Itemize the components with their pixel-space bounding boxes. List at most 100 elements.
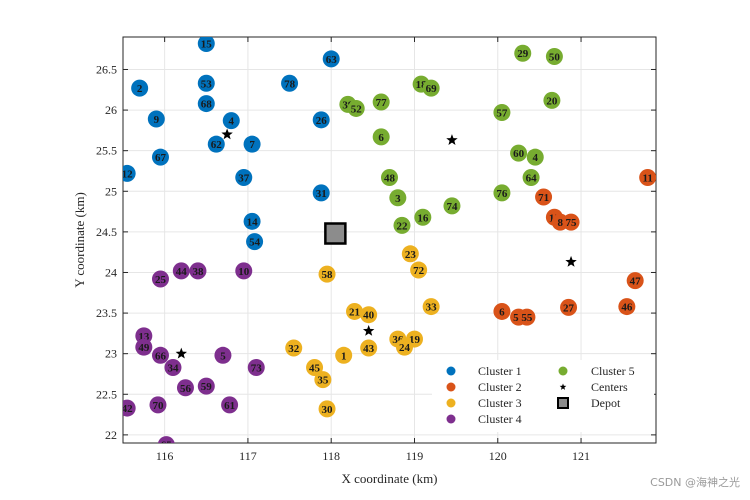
point-label: 31 [316,188,327,200]
point-label: 21 [349,306,360,318]
point-label: 43 [363,343,375,355]
point-label: 48 [384,172,396,184]
point-label: 14 [247,216,259,228]
point-label: 50 [549,51,561,63]
point-marker [422,79,440,97]
point-marker [147,110,165,128]
ticks: 116 117 118 119 120 1212222.52323.52424.52525… [96,37,656,463]
y-tick-label: 22.5 [96,387,117,401]
point-marker [393,216,411,234]
point-marker [346,302,364,320]
data-points: 2155368786394627672612373114541171128754… [122,37,656,443]
point-label: 71 [538,192,549,204]
point-label: 39 [342,99,354,111]
point-marker [360,339,378,357]
point-label: 30 [322,404,334,416]
point-label: 25 [155,274,167,286]
point-marker [414,208,432,226]
point-label: 73 [251,362,263,374]
point-marker [526,148,544,166]
point-marker [618,298,636,316]
legend-box [432,360,654,432]
point-label: 57 [496,108,508,120]
depot-marker [324,222,347,245]
point-marker [314,371,332,389]
point-label: 67 [155,152,167,164]
legend-marker [446,382,456,392]
point-label: 55 [521,312,533,324]
point-label: 75 [566,217,578,229]
point-label: 72 [413,265,425,277]
x-axis-label: X coordinate (km) [341,471,437,486]
legend-label: Cluster 5 [591,364,635,378]
point-marker [135,338,153,356]
point-label: 20 [546,95,558,107]
point-marker [493,104,511,122]
point-marker [149,396,167,414]
point-label: 61 [224,400,235,412]
point-label: 37 [238,172,250,184]
center-marker [221,128,233,140]
point-label: 34 [167,362,179,374]
point-label: 36 [392,334,404,346]
point-marker [401,245,419,263]
point-marker [197,95,215,113]
point-label: 77 [376,97,388,109]
point-label: 44 [176,266,188,278]
center-marker [446,134,458,145]
legend-marker [558,366,568,376]
x-tick-label: 118 [322,449,340,463]
point-marker [389,189,407,207]
y-axis-label: Y coordinate (km) [72,192,87,288]
point-marker [443,197,461,215]
point-label: 53 [201,78,213,90]
point-marker [197,37,215,52]
point-label: 64 [526,172,538,184]
axes-box [122,36,657,444]
point-marker [285,339,303,357]
point-label: 27 [563,302,575,314]
point-marker [312,111,330,129]
y-tick-label: 26.5 [96,62,117,76]
point-label: 76 [496,188,508,200]
point-label: 3 [395,193,401,205]
centers [175,128,577,359]
point-marker [493,184,511,202]
point-label: 8 [557,217,563,229]
x-tick-label: 121 [572,449,590,463]
point-label: 70 [152,400,164,412]
x-tick-label: 120 [489,449,507,463]
y-tick-label: 24.5 [96,225,117,239]
point-marker [381,168,398,186]
point-label: 10 [238,266,250,278]
point-label: 59 [201,381,213,393]
point-label: 4 [229,116,235,128]
point-label: 54 [249,237,261,249]
point-marker [207,135,225,153]
point-marker [510,144,528,162]
point-marker [151,346,169,364]
point-label: 74 [446,201,458,213]
point-marker [189,262,207,280]
series-cluster-1: 2 15 53 68 78 63 9 4 62 7 67 26 12 37 31 14 54 [123,37,340,251]
point-marker [214,346,232,364]
point-label: 56 [180,383,192,395]
point-marker [639,168,656,186]
point-marker [543,91,561,109]
y-tick-label: 22 [105,428,117,442]
point-marker [222,112,240,130]
y-tick-label: 25.5 [96,144,117,158]
point-label: 18 [416,79,428,91]
point-marker [197,74,215,92]
point-marker [197,377,215,395]
point-label: 42 [122,403,134,415]
center-marker [175,347,187,359]
center-marker [565,255,577,267]
x-tick-label: 117 [239,449,257,463]
legend-marker [559,383,567,390]
point-marker [322,50,340,68]
legend-marker [446,398,456,408]
